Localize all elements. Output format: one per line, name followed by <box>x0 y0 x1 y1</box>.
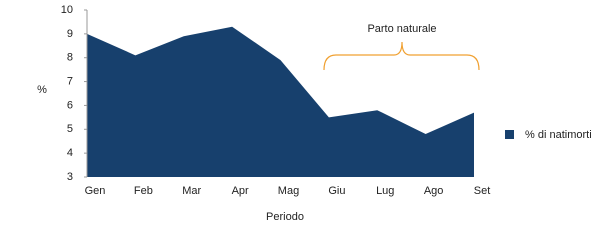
x-tick-label: Mag <box>278 185 299 197</box>
x-axis-label: Periodo <box>266 211 304 223</box>
y-tick-label: 8 <box>67 52 73 64</box>
y-tick-label: 3 <box>67 171 73 183</box>
y-tick-label: 10 <box>61 4 73 16</box>
x-tick-label: Mar <box>182 185 201 197</box>
y-axis-label: % <box>37 84 47 96</box>
x-tick-label: Apr <box>232 185 249 197</box>
x-tick-label: Gen <box>85 185 106 197</box>
annotation: Parto naturale <box>367 23 436 35</box>
legend-label: % di natimorti <box>525 129 592 141</box>
x-tick-label: Giu <box>328 185 345 197</box>
chart: % Periodo Parto naturale 3 4 5 6 7 8 9 10 % di n… <box>37 4 592 223</box>
x-tick-label: Lug <box>376 185 394 197</box>
x-tick-label: Feb <box>134 185 153 197</box>
y-tick-label: 9 <box>67 28 73 40</box>
x-tick-label: Ago <box>424 185 444 197</box>
annotation-brace <box>323 41 480 71</box>
y-tick-label: 5 <box>67 123 73 135</box>
legend-swatch <box>505 130 514 139</box>
y-tick-label: 6 <box>67 99 73 111</box>
area <box>87 26 474 178</box>
x-tick-label: Set <box>474 185 491 197</box>
y-tick-label: 4 <box>67 147 73 159</box>
y-tick-label: 7 <box>67 75 73 87</box>
